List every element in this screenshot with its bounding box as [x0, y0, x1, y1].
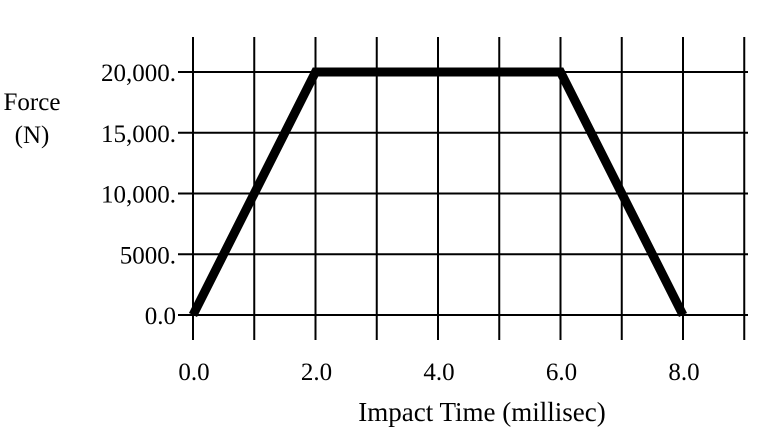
force-line: [188, 67, 688, 318]
x-tick-label: 0.0: [178, 359, 209, 386]
y-tick-label: 0.0: [145, 303, 176, 330]
y-axis-label-line-1: Force: [3, 89, 61, 116]
grid: [178, 37, 748, 340]
x-tick-label: 8.0: [668, 359, 699, 386]
y-tick-label: 10,000.: [101, 182, 176, 209]
y-tick-label: 15,000.: [101, 121, 176, 148]
x-tick-label: 4.0: [423, 359, 454, 386]
y-tick-label: 5000.: [120, 242, 176, 269]
data-series: [188, 67, 688, 318]
x-tick-labels: 0.0 2.0 4.0 6.0 8.0: [178, 359, 699, 386]
x-tick-label: 2.0: [301, 359, 332, 386]
x-axis-label: Impact Time (millisec): [358, 397, 605, 427]
y-axis-label-line-2: (N): [14, 122, 50, 149]
x-tick-label: 6.0: [546, 359, 577, 386]
y-tick-label: 20,000.: [101, 60, 176, 87]
y-tick-labels: 0.0 5000. 10,000. 15,000. 20,000.: [101, 60, 176, 330]
